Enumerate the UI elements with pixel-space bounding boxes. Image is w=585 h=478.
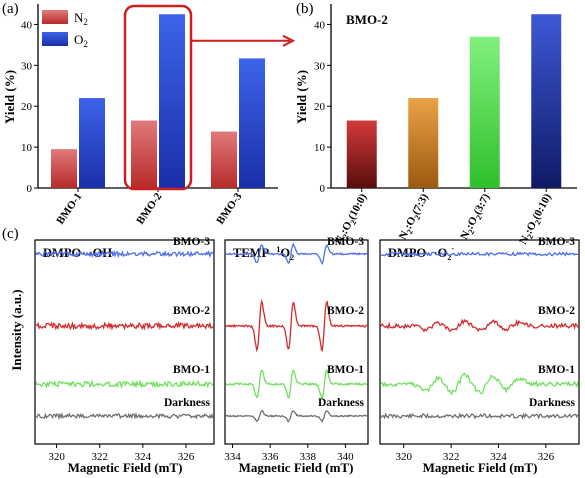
panel-a-legend-label-sub: 2 — [83, 17, 88, 27]
panel-a-highlight-arrowhead — [282, 34, 296, 47]
panel-a-legend-swatch — [42, 10, 68, 24]
panel-c1-frame — [34, 239, 215, 445]
panel-a-ytick-label: 0 — [27, 183, 33, 195]
panel-c2-xtick-label: 340 — [337, 451, 354, 463]
panel-c2-frame — [224, 239, 369, 445]
panel-c3-series-label: BMO-1 — [538, 364, 575, 376]
panel-c2-series-line — [225, 409, 368, 424]
panel-c1-chart: 320 322 324 326 DMPO- ·OH BMO-3 BMO-2 BMO-1 Dark… — [34, 236, 215, 463]
panel-a-xtick-label: BMO-2 — [134, 190, 164, 226]
panel-a-xtick-label: BMO-1 — [54, 191, 84, 227]
panel-c1-series-line — [35, 249, 214, 259]
panel-a-highlight-box — [123, 4, 193, 191]
panel-b-xtick-label: N2:O2(3:7) — [458, 191, 494, 242]
panel-c3-series-label: Darkness — [529, 397, 576, 409]
panel-a-ytick-label: 20 — [21, 101, 33, 113]
panel-a-ytick-label: 10 — [21, 142, 33, 154]
panel-c1-title: DMPO- ·OH — [43, 246, 112, 260]
panel-c3-xtick-label: 322 — [443, 451, 460, 463]
panel-a-bar — [79, 98, 105, 188]
panel-c2-series-line — [225, 242, 368, 266]
panel-b-bar — [469, 36, 500, 188]
panel-a-bar — [239, 58, 265, 189]
panel-c1-xtick-label: 324 — [135, 451, 152, 463]
panel-c3-xtick-label: 324 — [490, 451, 507, 463]
panel-a-ylabel: Yield (%) — [2, 70, 17, 124]
panel-c3-series-label: BMO-2 — [538, 305, 575, 317]
panel-c-ylabel: Intensity (a.u.) — [9, 289, 24, 370]
panel-a-label: (a) — [2, 1, 19, 17]
panel-c2-series-line — [225, 299, 368, 353]
panel-c2-xlabel: Magnetic Field (mT) — [239, 460, 354, 475]
panel-b-bar — [346, 120, 377, 188]
panel-a-ytick-label: 40 — [21, 19, 33, 31]
panel-c3-series-line — [381, 372, 579, 396]
panel-c3-frame — [379, 239, 580, 445]
panel-a-xtick-label: BMO-3 — [214, 190, 244, 226]
panel-b-ylabel: Yield (%) — [294, 70, 309, 124]
panel-b-bar — [531, 14, 562, 188]
panel-c1-xtick-label: 322 — [91, 451, 108, 463]
panel-c1-series-line — [35, 379, 214, 389]
panel-b-ytick-label: 40 — [314, 19, 326, 31]
panel-c1-xlabel: Magnetic Field (mT) — [68, 460, 183, 475]
panel-a-legend-swatch — [42, 32, 68, 46]
panel-b-xtick-label: N2:O2(7:3) — [397, 191, 433, 242]
panel-b-bar — [408, 98, 439, 188]
panel-c2-series-label: BMO-1 — [327, 364, 364, 376]
panel-a-bar — [131, 120, 157, 188]
panel-c3-xtick-label: 326 — [538, 451, 555, 463]
panel-c2-xtick-label: 336 — [262, 451, 279, 463]
panel-a-chart: Yield (%) 0 10 20 30 40 BMO-1 BMO-2 BMO-3 N2 O2 — [2, 4, 296, 227]
panel-c3-series-line — [380, 251, 579, 258]
panel-c1-series-label: BMO-1 — [173, 364, 210, 376]
panel-b-ytick-label: 10 — [314, 142, 326, 154]
panel-c1-xtick-label: 320 — [48, 451, 65, 463]
panel-c3-title: DMPO- ·O2- — [388, 244, 454, 262]
panel-c-charts: Intensity (a.u.) Magnetic Field (mT) Mag… — [9, 236, 580, 475]
panel-c2-series-line — [225, 368, 368, 401]
panel-c2-series-label: BMO-3 — [327, 236, 364, 248]
panel-c3-series-line — [380, 412, 579, 420]
panel-c1-xtick-label: 326 — [178, 451, 195, 463]
panel-c-label: (c) — [2, 226, 19, 242]
panel-b-label: (b) — [296, 1, 314, 17]
panel-c1-series-label: BMO-2 — [173, 305, 210, 317]
panel-c3-xlabel: Magnetic Field (mT) — [423, 460, 538, 475]
panel-c1-series-label: BMO-3 — [173, 236, 210, 248]
panel-c2-xtick-label: 338 — [300, 451, 317, 463]
panel-c2-series-label: BMO-2 — [327, 305, 364, 317]
panel-b-title: BMO-2 — [346, 12, 388, 27]
panel-b-ytick-label: 0 — [320, 183, 326, 195]
panel-c2-series-label: Darkness — [318, 397, 365, 409]
panel-b-ytick-label: 20 — [314, 101, 326, 113]
panel-a-bar — [211, 131, 237, 188]
panel-a-ytick-label: 30 — [21, 60, 33, 72]
panel-c1-series-line — [35, 412, 214, 421]
panel-c3-series-label: BMO-3 — [538, 236, 575, 248]
panel-b-chart: Yield (%) BMO-2 010203040N2:O2(10:0)N2:O… — [294, 4, 577, 248]
panel-c3-chart: 320 322 324 326 DMPO- ·O2- BMO-3 BMO-2 BMO-1 Dar… — [379, 236, 580, 463]
panel-c2-xtick-label: 334 — [224, 451, 241, 463]
panel-a-bar — [159, 14, 185, 188]
panel-a-legend-label: O2 — [74, 32, 88, 49]
panel-c3-series-line — [380, 318, 579, 333]
panel-c3-xtick-label: 320 — [395, 451, 412, 463]
panel-c1-series-line — [35, 320, 214, 331]
panel-a-legend-label: N2 — [74, 10, 88, 27]
panel-a-legend-label-sub: 2 — [83, 39, 88, 49]
panel-c1-series-label: Darkness — [164, 397, 211, 409]
panel-b-ytick-label: 30 — [314, 60, 326, 72]
panel-a-bar — [51, 149, 77, 188]
